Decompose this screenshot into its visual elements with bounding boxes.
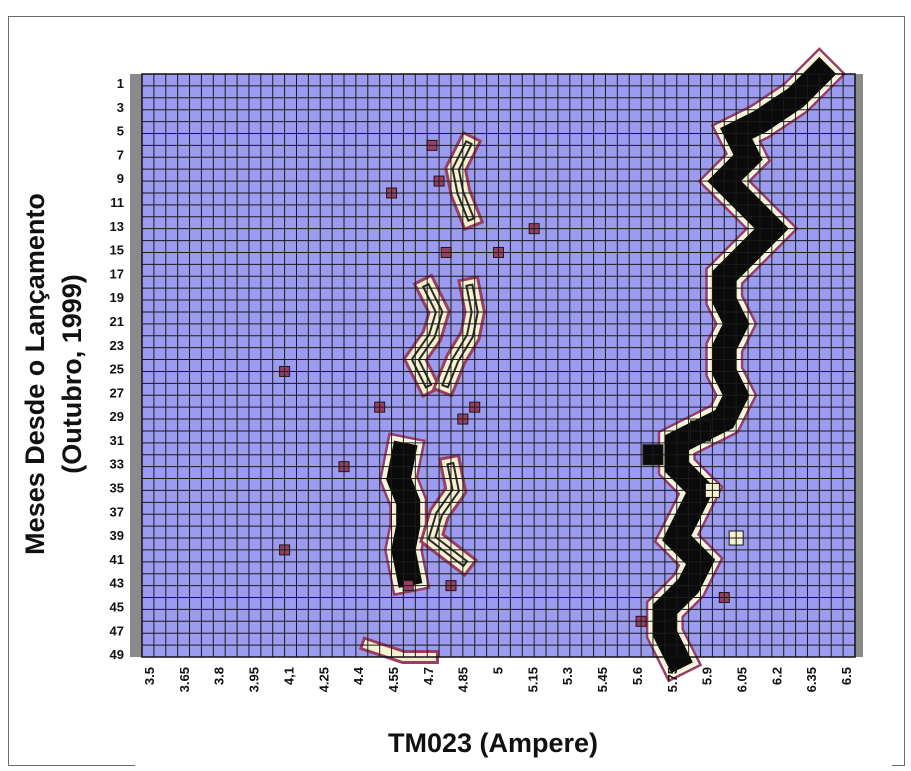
- x-tick-label: 4.85: [456, 667, 471, 692]
- x-tick-label: 5.9: [700, 667, 715, 685]
- y-tick-label: 29: [110, 409, 124, 424]
- y-tick-label: 33: [110, 457, 124, 472]
- y-tick-label: 15: [110, 243, 124, 258]
- y-tick-label: 21: [110, 314, 124, 329]
- y-tick-label: 47: [110, 623, 124, 638]
- y-tick-label: 1: [117, 76, 124, 91]
- chart-frame: 3.5 3.65 3.8 3.95 4,1 4.25 4.4 4.55 4.7 4.85 5 5.15…: [8, 16, 905, 767]
- y-tick-label: 3: [117, 100, 124, 115]
- x-tick-label: 3.5: [142, 667, 157, 685]
- x-axis-title: TM023 (Ampere): [388, 728, 598, 758]
- y-tick-label: 39: [110, 528, 124, 543]
- y-axis: 1357911131517192123252729313335373941434…: [110, 76, 124, 662]
- x-tick-label: 3.95: [247, 667, 262, 692]
- x-tick-label: 5.3: [560, 667, 575, 685]
- x-tick-label: 6.5: [839, 667, 854, 685]
- y-tick-label: 31: [110, 433, 124, 448]
- x-tick-label: 4.7: [421, 667, 436, 685]
- y-tick-label: 41: [110, 552, 124, 567]
- y-tick-label: 9: [117, 171, 124, 186]
- x-tick-label: 3.8: [212, 667, 227, 685]
- x-axis: 3.5 3.65 3.8 3.95 4,1 4.25 4.4 4.55 4.7 4.85 5 5.15…: [142, 666, 854, 692]
- x-tick-label: 6.35: [804, 667, 819, 692]
- y-tick-label: 45: [110, 600, 124, 615]
- y-axis-title-line-1: Meses Desde o Lançamento: [20, 193, 50, 555]
- y-tick-label: 25: [110, 362, 124, 377]
- plot-right-strip: [855, 74, 863, 657]
- y-tick-label: 11: [110, 195, 124, 210]
- x-tick-label: 4.25: [316, 667, 331, 692]
- y-tick-label: 17: [110, 266, 124, 281]
- y-tick-label: 23: [110, 338, 124, 353]
- x-tick-label: 6.05: [734, 667, 749, 692]
- x-tick-label: 5.15: [525, 667, 540, 692]
- plot-area: [130, 47, 863, 683]
- x-tick-label: 5.6: [630, 667, 645, 685]
- y-tick-label: 5: [117, 124, 124, 139]
- grid-lines: [141, 73, 856, 658]
- y-tick-label: 49: [110, 647, 124, 662]
- y-tick-label: 37: [110, 504, 124, 519]
- y-axis-title-line-2: (Outubro, 1999): [57, 274, 87, 474]
- y-tick-label: 13: [110, 219, 124, 234]
- contour-chart: 3.5 3.65 3.8 3.95 4,1 4.25 4.4 4.55 4.7 4.85 5 5.15…: [20, 41, 892, 767]
- x-tick-label: 5.45: [595, 667, 610, 692]
- x-tick-label: 5: [491, 667, 506, 674]
- x-tick-label: 5.75: [665, 667, 680, 692]
- x-tick-label: 3.65: [177, 667, 192, 692]
- y-tick-label: 35: [110, 481, 124, 496]
- y-tick-label: 7: [117, 147, 124, 162]
- y-tick-label: 19: [110, 290, 124, 305]
- x-tick-label: 6.2: [769, 667, 784, 685]
- x-tick-label: 4.4: [351, 666, 366, 685]
- y-tick-label: 27: [110, 385, 124, 400]
- plot-border: [141, 73, 856, 658]
- plot-left-strip: [130, 74, 142, 657]
- x-tick-label: 4,1: [281, 667, 296, 685]
- y-tick-label: 43: [110, 576, 124, 591]
- x-tick-label: 4.55: [386, 667, 401, 692]
